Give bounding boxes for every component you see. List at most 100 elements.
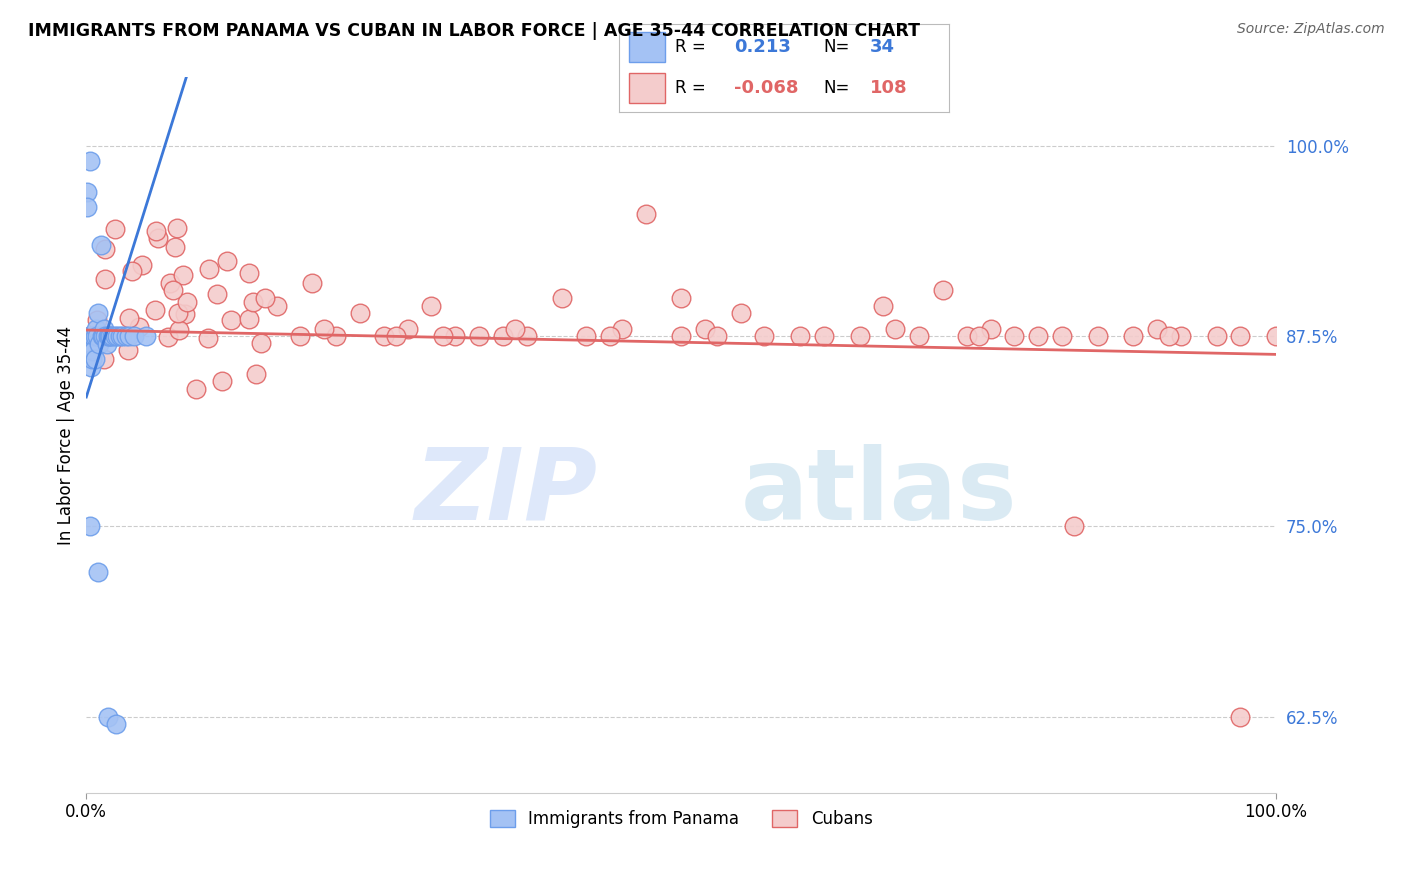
Point (980, 321, 1002, 335)
Text: N=: N= (824, 78, 849, 97)
Point (468, 329, 491, 343)
Point (118, 329, 141, 343)
Point (80, 359, 103, 374)
Point (1002, 329, 1025, 343)
Text: -0.068: -0.068 (734, 78, 799, 97)
Point (314, 321, 336, 335)
Point (83, 329, 105, 343)
Point (97, 329, 120, 343)
Point (163, 240, 186, 254)
Point (84, 321, 107, 335)
Point (166, 220, 188, 235)
Point (135, 329, 157, 343)
Point (198, 262, 221, 277)
Point (384, 329, 406, 343)
Point (172, 268, 194, 282)
FancyBboxPatch shape (628, 32, 665, 62)
Point (848, 329, 870, 343)
Point (238, 311, 260, 326)
Point (290, 329, 312, 343)
Point (444, 329, 467, 343)
Text: 108: 108 (870, 78, 907, 97)
Point (162, 283, 184, 297)
Point (80, 336, 103, 351)
Point (197, 331, 219, 345)
Point (104, 222, 127, 236)
Point (114, 329, 136, 343)
Text: 34: 34 (870, 37, 894, 56)
Point (551, 291, 574, 305)
Point (610, 321, 633, 335)
Point (205, 286, 228, 301)
Point (97, 329, 120, 343)
Text: ZIP: ZIP (415, 443, 598, 541)
Point (174, 307, 197, 321)
Point (669, 329, 692, 343)
Point (156, 330, 179, 344)
Point (301, 276, 323, 290)
Point (97, 709, 120, 723)
Point (266, 299, 288, 313)
Point (884, 321, 907, 335)
Point (932, 284, 955, 298)
Point (104, 329, 127, 343)
Point (167, 305, 190, 319)
Point (131, 258, 153, 272)
Text: N=: N= (824, 37, 849, 56)
Point (184, 382, 207, 396)
Point (503, 321, 526, 335)
Point (373, 329, 395, 343)
Point (1229, 329, 1251, 343)
Point (93, 352, 115, 367)
Point (146, 230, 169, 244)
Legend: Immigrants from Panama, Cubans: Immigrants from Panama, Cubans (484, 803, 879, 834)
Point (1050, 329, 1073, 343)
Point (118, 311, 141, 326)
Point (908, 329, 931, 343)
Text: IMMIGRANTS FROM PANAMA VS CUBAN IN LABOR FORCE | AGE 35-44 CORRELATION CHART: IMMIGRANTS FROM PANAMA VS CUBAN IN LABOR… (28, 22, 920, 40)
Point (253, 291, 276, 305)
Point (492, 329, 515, 343)
Point (82, 344, 104, 359)
Point (396, 321, 419, 335)
Point (79, 519, 101, 533)
Text: 0.213: 0.213 (734, 37, 792, 56)
Point (128, 320, 150, 334)
Point (105, 329, 128, 343)
Point (515, 329, 537, 343)
Point (79, 154, 101, 169)
Text: atlas: atlas (741, 443, 1018, 541)
Point (1026, 329, 1049, 343)
Point (108, 329, 131, 343)
Text: R =: R = (675, 78, 706, 97)
Point (76, 185, 98, 199)
Point (167, 323, 190, 337)
Point (211, 374, 233, 388)
Point (145, 224, 167, 238)
Point (599, 329, 621, 343)
FancyBboxPatch shape (628, 73, 665, 103)
Point (754, 329, 776, 343)
Point (1265, 329, 1288, 343)
Point (669, 291, 692, 305)
Point (82, 329, 104, 343)
Point (77, 329, 100, 343)
Point (1087, 329, 1109, 343)
Point (420, 299, 443, 313)
Point (872, 299, 894, 313)
Y-axis label: In Labor Force | Age 35-44: In Labor Force | Age 35-44 (58, 326, 75, 545)
Point (730, 306, 752, 320)
Point (82, 329, 104, 343)
Point (159, 276, 181, 290)
Point (96, 336, 118, 351)
Point (93, 272, 115, 286)
Point (94, 329, 117, 343)
Point (693, 321, 716, 335)
Point (245, 367, 267, 381)
Point (86, 329, 108, 343)
Point (1146, 321, 1168, 335)
Point (242, 294, 264, 309)
Point (83, 351, 105, 366)
Point (634, 207, 657, 221)
Point (176, 294, 198, 309)
